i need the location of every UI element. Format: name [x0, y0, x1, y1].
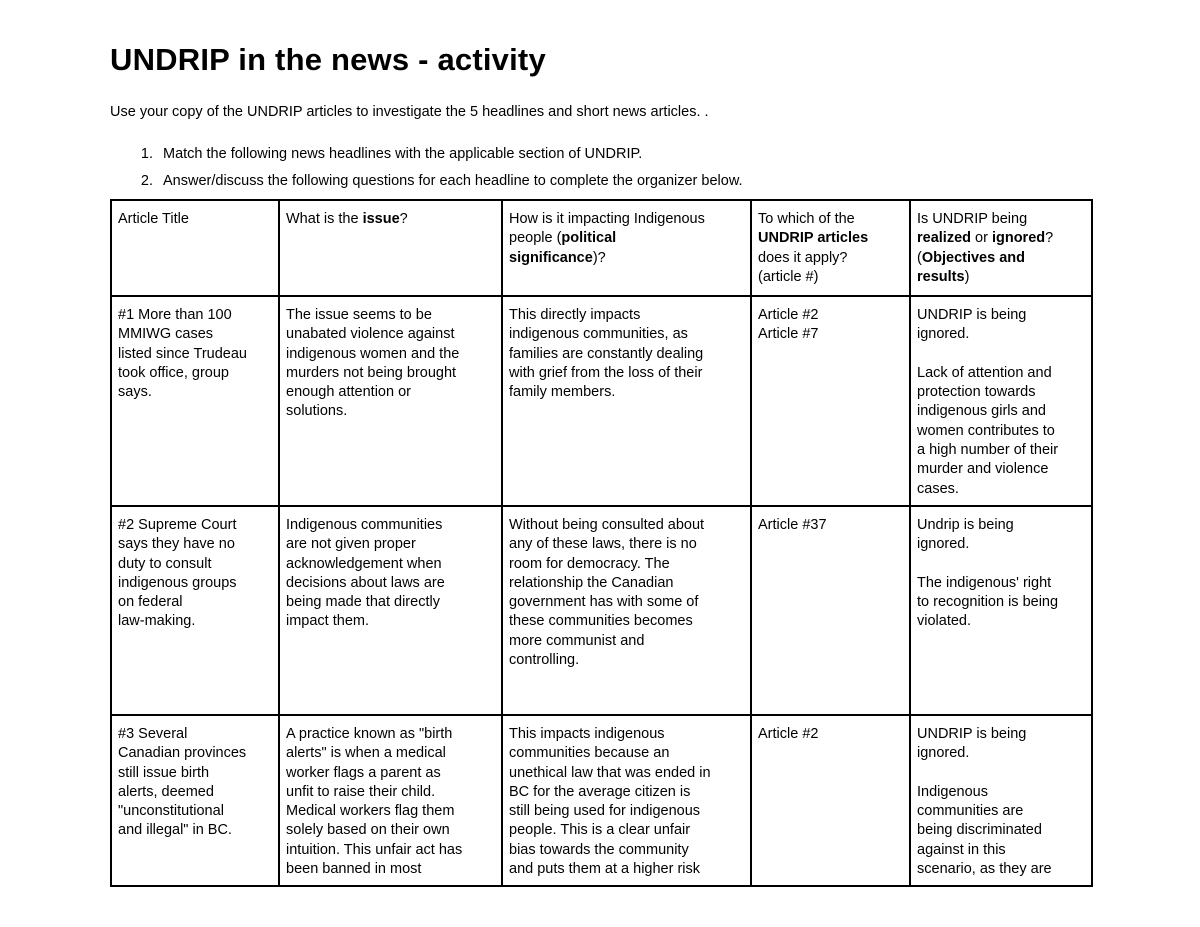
- instruction-item: 2. Answer/discuss the following questions…: [110, 173, 743, 200]
- realized-ignored-cell: UNDRIP is being ignored. Lack of attenti…: [909, 295, 1093, 507]
- impact-cell: Without being consulted about any of the…: [501, 504, 752, 716]
- issue-cell: The issue seems to be unabated violence …: [278, 295, 503, 507]
- issue-cell: Indigenous communities are not given pro…: [278, 504, 503, 716]
- table-row: #3 Several Canadian provinces still issu…: [110, 713, 1093, 888]
- table-header-row: Article Title What is the issue? How is …: [110, 199, 1093, 297]
- table-row: #1 More than 100 MMIWG cases listed sinc…: [110, 295, 1093, 507]
- header-text: does it apply? (article #): [758, 249, 848, 285]
- impact-cell: This directly impacts indigenous communi…: [501, 295, 752, 507]
- header-cell: Is UNDRIP being realized or ignored? (Ob…: [909, 199, 1093, 297]
- header-text: Is UNDRIP being: [917, 211, 1028, 227]
- realized-ignored-cell: Undrip is being ignored. The indigenous'…: [909, 504, 1093, 716]
- intro-text: Use your copy of the UNDRIP articles to …: [110, 104, 709, 120]
- table-row: #2 Supreme Court says they have no duty …: [110, 504, 1093, 716]
- instruction-text: Match the following news headlines with …: [163, 146, 643, 162]
- undrip-article-cell: Article #2: [750, 713, 911, 888]
- undrip-article-cell: Article #37: [750, 504, 911, 716]
- header-text: ?: [399, 211, 408, 227]
- header-text: ? (: [917, 230, 1054, 266]
- header-text: What is the: [286, 211, 363, 227]
- article-title-cell: #1 More than 100 MMIWG cases listed sinc…: [110, 295, 280, 507]
- header-text: To which of the: [758, 211, 855, 227]
- list-number: 2.: [140, 173, 153, 189]
- list-number: 1.: [140, 146, 153, 162]
- impact-cell: This impacts indigenous communities beca…: [501, 713, 752, 888]
- header-cell: What is the issue?: [278, 199, 503, 297]
- realized-ignored-cell: UNDRIP is being ignored. Indigenous comm…: [909, 713, 1093, 888]
- article-title-cell: #3 Several Canadian provinces still issu…: [110, 713, 280, 888]
- header-text: ignored: [991, 230, 1046, 247]
- header-text: Article Title: [118, 211, 189, 227]
- header-text: ): [964, 268, 970, 285]
- header-text: UNDRIP articles: [758, 230, 869, 247]
- header-text: How is it impacting Indigenous people (: [509, 211, 705, 247]
- issue-cell: A practice known as "birth alerts" is wh…: [278, 713, 503, 888]
- instruction-item: 1. Match the following news headlines wit…: [110, 146, 743, 173]
- page-title: UNDRIP in the news - activity: [110, 42, 546, 77]
- header-text: Objectives and results: [917, 249, 1025, 285]
- article-title-cell: #2 Supreme Court says they have no duty …: [110, 504, 280, 716]
- instruction-list: 1. Match the following news headlines wit…: [110, 146, 743, 200]
- instruction-text: Answer/discuss the following questions f…: [163, 173, 743, 189]
- header-cell: Article Title: [110, 199, 280, 297]
- header-text: issue: [362, 211, 400, 227]
- organizer-table: Article Title What is the issue? How is …: [110, 199, 1093, 888]
- header-cell: To which of the UNDRIP articles does it …: [750, 199, 911, 297]
- header-cell: How is it impacting Indigenous people (p…: [501, 199, 752, 297]
- header-text: )?: [592, 249, 606, 266]
- header-text: political significance: [509, 230, 617, 266]
- undrip-article-cell: Article #2 Article #7: [750, 295, 911, 507]
- header-text: or: [971, 230, 992, 247]
- header-text: realized: [917, 230, 971, 247]
